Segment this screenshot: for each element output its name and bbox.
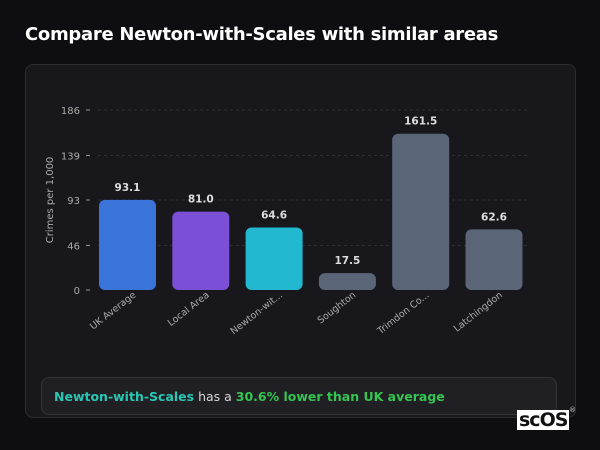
bar [392,133,450,290]
y-tick-label: 186 [61,106,80,117]
comparison-summary: Newton-with-Scales has a 30.6% lower tha… [41,377,557,415]
y-tick-label: 0 [74,286,80,297]
bar [172,211,230,290]
y-tick-label: 46 [67,241,80,252]
x-tick-label: Newton-wit... [229,290,285,337]
bar [99,199,156,290]
data-label: 93.1 [115,182,141,194]
y-axis-label: Crimes per 1,000 [45,157,56,244]
x-tick-label: Local Area [166,290,212,329]
data-label: 81.0 [188,194,214,206]
bar [245,227,303,290]
data-label: 161.5 [404,116,437,128]
bar [318,273,376,290]
watermark-logo: scOS [517,409,570,431]
summary-text: has a [194,389,236,404]
area-name: Newton-with-Scales [54,389,195,404]
x-tick-label: Trimdon Co... [375,290,432,338]
y-tick-label: 139 [61,151,80,162]
data-label: 17.5 [334,255,360,267]
page-title: Compare Newton-with-Scales with similar … [25,24,499,45]
x-tick-label: UK Average [88,290,138,333]
data-label: 62.6 [481,211,507,223]
registered-mark: ® [569,406,576,414]
y-tick-label: 93 [67,196,80,207]
comparison-value: 30.6% lower than UK average [235,389,445,404]
x-tick-label: Soughton [316,290,359,327]
bar [465,229,523,290]
data-label: 64.6 [261,209,287,221]
x-tick-label: Latchingdon [452,290,505,335]
